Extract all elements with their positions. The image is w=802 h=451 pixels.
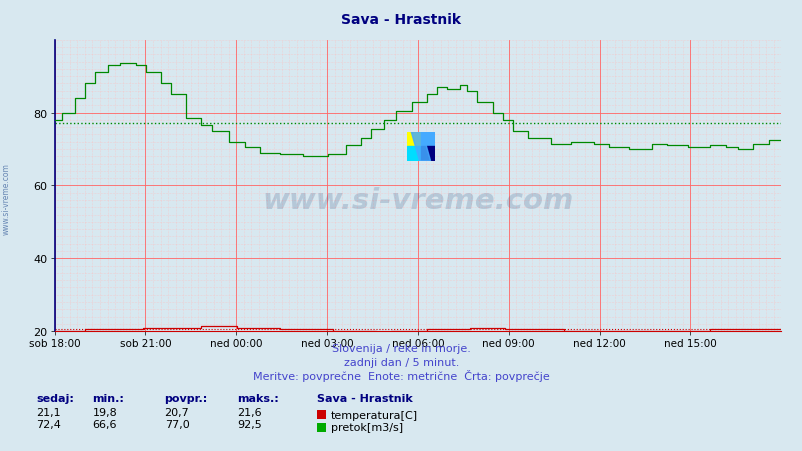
Text: 72,4: 72,4 bbox=[36, 419, 61, 429]
Text: www.si-vreme.com: www.si-vreme.com bbox=[262, 187, 573, 215]
Text: maks.:: maks.: bbox=[237, 393, 278, 403]
Text: 66,6: 66,6 bbox=[92, 419, 117, 429]
Text: www.si-vreme.com: www.si-vreme.com bbox=[2, 162, 11, 235]
Text: 21,1: 21,1 bbox=[36, 407, 61, 417]
Bar bbox=[420, 147, 434, 161]
Text: zadnji dan / 5 minut.: zadnji dan / 5 minut. bbox=[343, 357, 459, 367]
Text: sedaj:: sedaj: bbox=[36, 393, 74, 403]
Text: 77,0: 77,0 bbox=[164, 419, 189, 429]
Text: temperatura[C]: temperatura[C] bbox=[330, 410, 417, 420]
Text: 92,5: 92,5 bbox=[237, 419, 261, 429]
Polygon shape bbox=[411, 132, 430, 161]
Text: min.:: min.: bbox=[92, 393, 124, 403]
Text: 19,8: 19,8 bbox=[92, 407, 117, 417]
Bar bbox=[420, 132, 434, 147]
Text: 20,7: 20,7 bbox=[164, 407, 189, 417]
Bar bbox=[407, 147, 420, 161]
Text: Meritve: povprečne  Enote: metrične  Črta: povprečje: Meritve: povprečne Enote: metrične Črta:… bbox=[253, 369, 549, 381]
Bar bbox=[407, 132, 420, 147]
Text: 21,6: 21,6 bbox=[237, 407, 261, 417]
Text: povpr.:: povpr.: bbox=[164, 393, 208, 403]
Text: Sava - Hrastnik: Sava - Hrastnik bbox=[341, 14, 461, 27]
Text: Sava - Hrastnik: Sava - Hrastnik bbox=[317, 393, 412, 403]
Text: pretok[m3/s]: pretok[m3/s] bbox=[330, 423, 403, 433]
Text: Slovenija / reke in morje.: Slovenija / reke in morje. bbox=[332, 343, 470, 353]
